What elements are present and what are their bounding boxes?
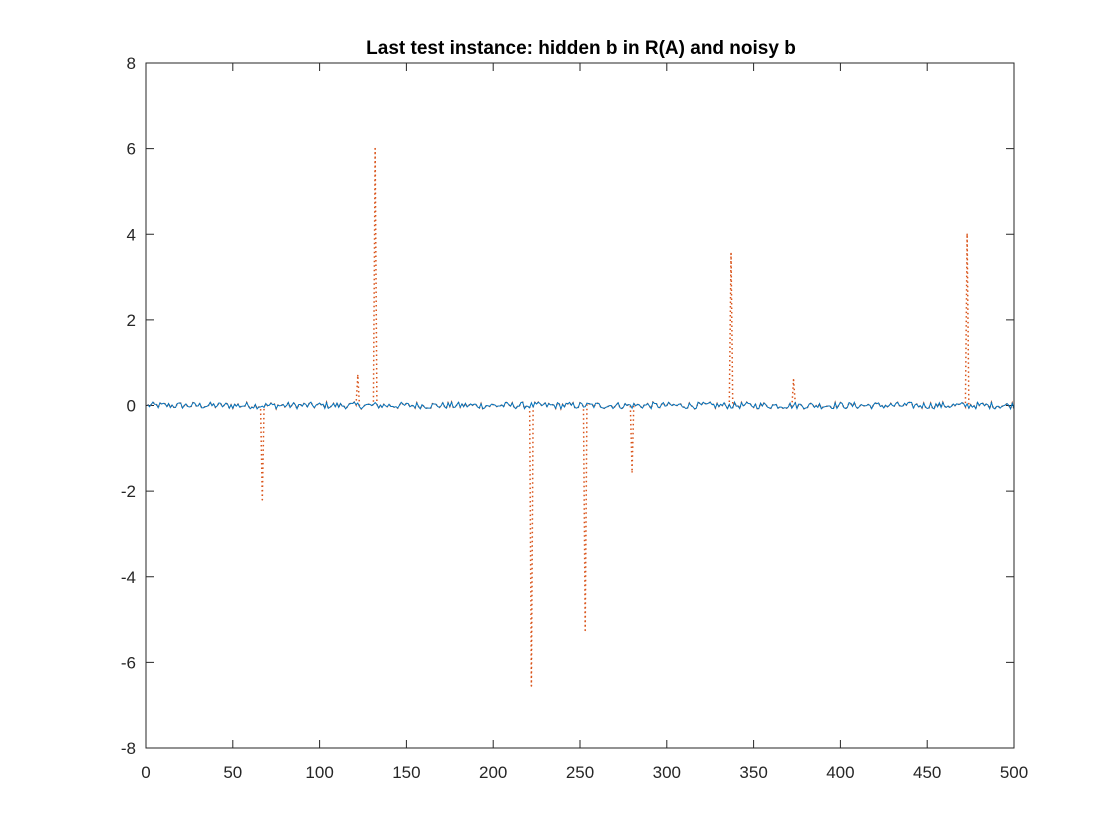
x-tick-label: 400 [826, 763, 854, 782]
x-tick-label: 0 [141, 763, 150, 782]
plot-area [146, 63, 1014, 748]
x-tick-label: 350 [739, 763, 767, 782]
y-tick-label: 0 [127, 397, 136, 416]
y-tick-label: 6 [127, 140, 136, 159]
spike-point [792, 379, 795, 381]
series-hidden-b-line [147, 400, 1015, 411]
x-tick-label: 250 [566, 763, 594, 782]
y-tick-label: 4 [127, 225, 136, 244]
spike-point [966, 233, 968, 236]
x-tick-label: 200 [479, 763, 507, 782]
x-tick-label: 500 [1000, 763, 1028, 782]
x-axis: 0 50 100 150 200 250 300 350 400 450 500 [141, 63, 1028, 782]
y-tick-label: -2 [121, 482, 136, 501]
x-tick-label: 50 [223, 763, 242, 782]
x-tick-label: 300 [653, 763, 681, 782]
axes-box [145, 62, 1015, 749]
y-tick-label: -6 [121, 653, 136, 672]
x-tick-label: 150 [392, 763, 420, 782]
x-tick-label: 450 [913, 763, 941, 782]
spike-point [631, 471, 633, 473]
series-layer [147, 147, 1015, 687]
y-tick-label: 2 [127, 311, 136, 330]
spike-point [584, 629, 587, 632]
spike-point [356, 374, 359, 377]
y-tick-label: -4 [121, 568, 136, 587]
spike-point [261, 498, 264, 501]
x-tick-label: 100 [305, 763, 333, 782]
y-tick-label: -8 [121, 739, 136, 758]
spike-point [730, 252, 732, 255]
chart-title: Last test instance: hidden b in R(A) and… [366, 38, 796, 59]
spike-point [530, 685, 533, 687]
spike-point [374, 147, 376, 150]
y-axis: -8 -6 -4 -2 0 2 4 6 8 [121, 54, 1014, 758]
y-tick-label: 8 [127, 54, 136, 73]
